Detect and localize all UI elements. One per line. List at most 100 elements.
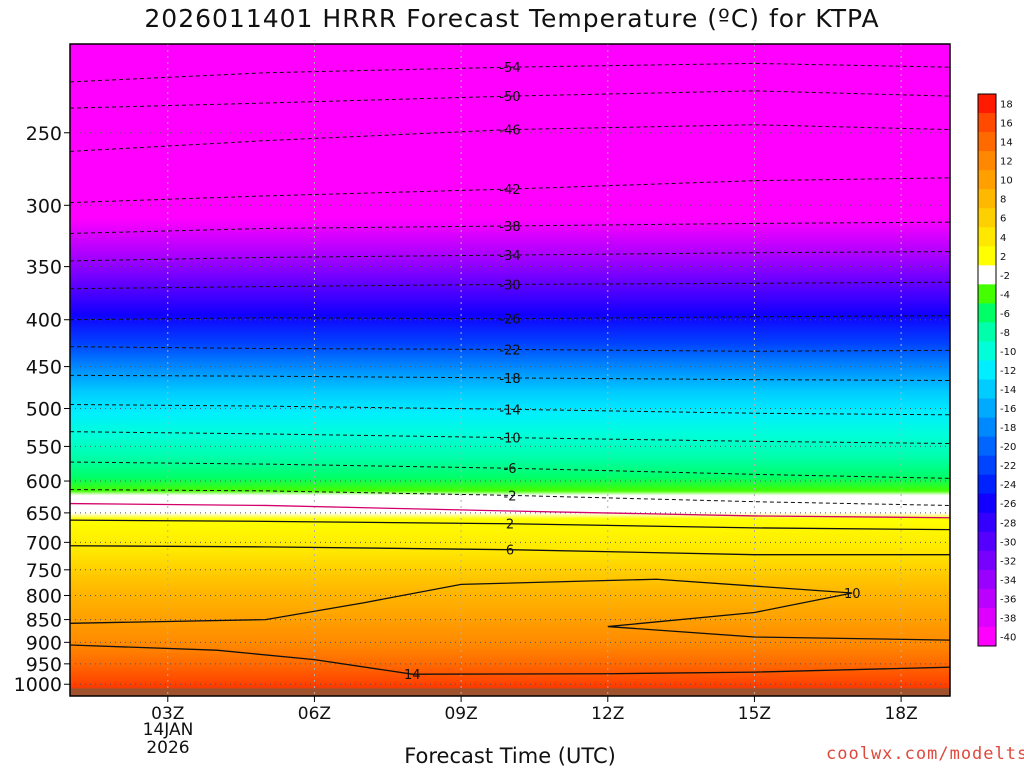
colorbar-label: 16 [1000, 119, 1013, 130]
colorbar-label: -22 [1000, 461, 1016, 472]
colorbar-label: -34 [1000, 575, 1016, 586]
colorbar-cell [978, 379, 996, 400]
colorbar-cell [978, 474, 996, 495]
isotherm-label: -18 [499, 372, 520, 387]
isotherm-label: 6 [506, 544, 514, 559]
colorbar-cell [978, 227, 996, 247]
colorbar-label: -24 [1000, 480, 1016, 491]
colorbar-cell [978, 208, 996, 228]
y-tick-label: 950 [26, 654, 62, 676]
date-day-label: 14JAN [142, 720, 194, 740]
colorbar-cell [978, 341, 996, 361]
colorbar-cell [978, 322, 996, 342]
colorbar-label: -16 [1000, 404, 1016, 415]
colorbar-cell [978, 512, 996, 533]
colorbar-label: -36 [1000, 594, 1016, 605]
isotherm-label: -14 [499, 403, 520, 418]
y-tick-label: 300 [26, 195, 62, 217]
isotherm-line [70, 62, 950, 83]
x-tick-label: 18Z [884, 704, 917, 724]
colorbar-cell [978, 303, 996, 323]
colorbar-cell [978, 246, 996, 266]
y-tick-label: 350 [26, 257, 62, 279]
colorbar-label: -28 [1000, 518, 1016, 529]
isotherm-line [70, 221, 950, 234]
chart-title: 2026011401 HRRR Forecast Temperature (ºC… [144, 4, 880, 33]
colorbar-label: 14 [1000, 138, 1013, 149]
y-tick-label: 600 [26, 471, 62, 493]
colorbar-label: -4 [1000, 290, 1010, 301]
colorbar-label: -32 [1000, 556, 1016, 567]
isotherm-line [70, 90, 950, 109]
x-tick-label: 03Z [151, 704, 184, 724]
y-tick-label: 700 [26, 532, 62, 554]
colorbar-label: 8 [1000, 195, 1006, 206]
colorbar-label: 4 [1000, 233, 1006, 244]
isotherm-line [70, 545, 950, 556]
isotherm-line [70, 644, 950, 675]
colorbar-label: -14 [1000, 385, 1016, 396]
colorbar-label: 10 [1000, 176, 1013, 187]
isotherm-label: 2 [506, 518, 514, 533]
colorbar-cell [978, 455, 996, 476]
colorbar-label: 12 [1000, 157, 1013, 168]
colorbar-label: -26 [1000, 499, 1016, 510]
y-tick-label: 800 [26, 585, 62, 607]
isotherm-label: -50 [499, 90, 520, 105]
colorbar-label: -12 [1000, 366, 1016, 377]
colorbar-label: 6 [1000, 214, 1006, 225]
isotherm-label: 14 [404, 668, 421, 683]
y-tick-label: 250 [26, 123, 62, 145]
colorbar-cell [978, 151, 996, 171]
isotherm-label: -22 [499, 343, 520, 358]
isotherm-label: -26 [499, 313, 520, 328]
x-tick-label: 15Z [738, 704, 771, 724]
isotherm-line [70, 578, 950, 641]
x-tick-label: 12Z [591, 704, 624, 724]
colorbar-cell [978, 284, 996, 304]
colorbar-cell [978, 531, 996, 552]
plot-frame [69, 43, 951, 697]
y-tick-label: 900 [26, 632, 62, 654]
isotherm-label: -38 [499, 220, 520, 235]
isotherm-label: 10 [844, 587, 861, 602]
colorbar-label: 2 [1000, 252, 1006, 263]
x-axis-label: Forecast Time (UTC) [404, 744, 616, 768]
colorbar-label: -8 [1000, 328, 1010, 339]
colorbar-label: -20 [1000, 442, 1016, 453]
y-tick-label: 400 [26, 310, 62, 332]
isotherm-line [70, 519, 950, 531]
colorbar-label: -30 [1000, 537, 1016, 548]
colorbar-label: 18 [1000, 100, 1013, 111]
isotherm-label: -46 [499, 124, 520, 139]
isotherm-line [70, 374, 950, 381]
y-tick-label: 550 [26, 436, 62, 458]
isotherm-label: -30 [499, 278, 520, 293]
y-tick-label: 650 [26, 503, 62, 525]
isotherm-line [70, 346, 950, 352]
colorbar-cell [978, 189, 996, 209]
isotherm-line [70, 431, 950, 445]
colorbar-cell [978, 607, 996, 628]
isotherm-line [70, 461, 950, 479]
isotherm-line [70, 177, 950, 204]
colorbar-cell [978, 113, 996, 133]
y-tick-label: 1000 [14, 674, 62, 696]
colorbar-cell [978, 588, 996, 609]
date-year-label: 2026 [146, 738, 190, 758]
colorbar-cell [978, 626, 996, 647]
isotherm-line [70, 251, 950, 262]
colorbar-cell [978, 398, 996, 419]
isotherm-line [70, 489, 950, 506]
colorbar-cell [978, 265, 996, 285]
temperature-field [70, 44, 950, 696]
colorbar-cell [978, 436, 996, 457]
isotherm-label: -54 [499, 61, 520, 76]
x-tick-label: 06Z [298, 704, 331, 724]
y-tick-label: 450 [26, 357, 62, 379]
isotherm-label: -6 [504, 462, 517, 477]
isotherm-label: -10 [499, 432, 520, 447]
isotherm-line [70, 281, 950, 290]
